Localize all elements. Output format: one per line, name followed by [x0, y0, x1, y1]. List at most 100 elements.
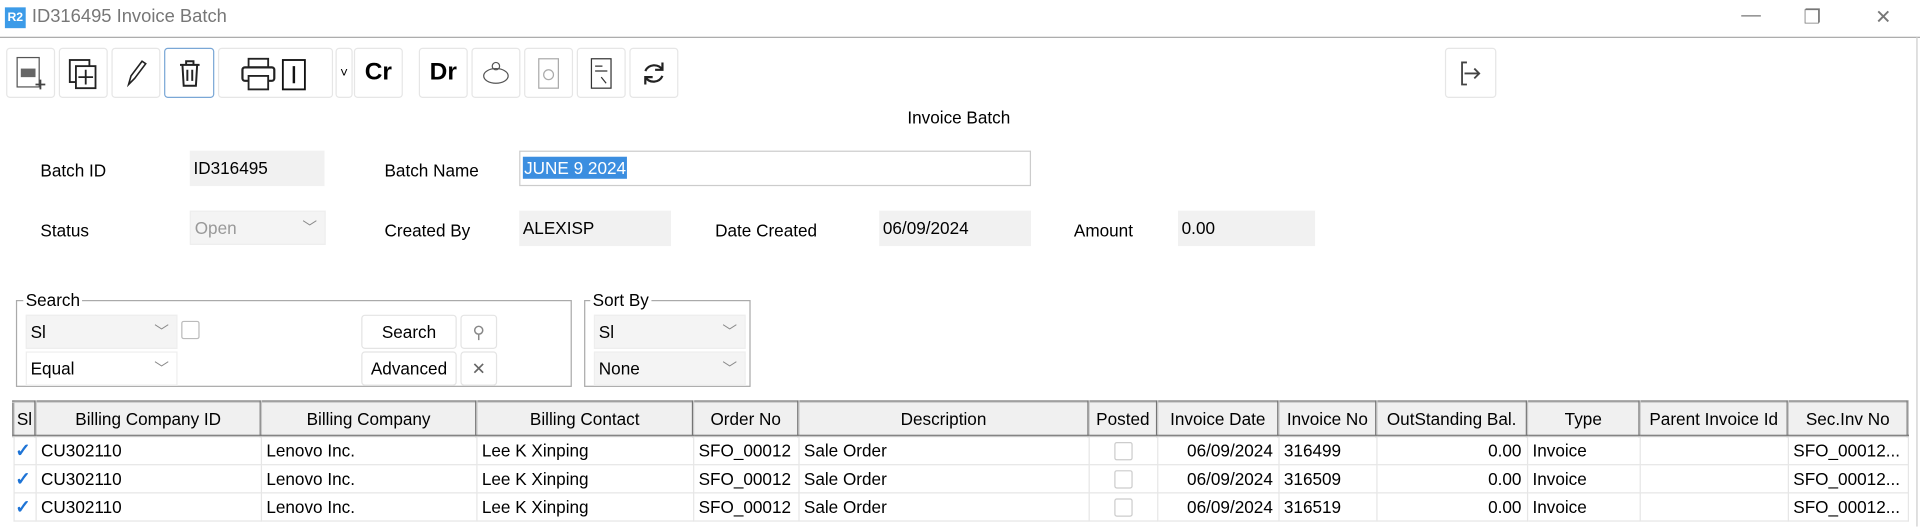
cell-billing-contact: Lee K Xinping	[475, 435, 694, 465]
search-icon-button[interactable]: ⚲	[460, 314, 498, 349]
column-header[interactable]: Billing Contact	[475, 400, 695, 438]
exit-button[interactable]	[1444, 47, 1497, 98]
sort-group	[584, 300, 751, 387]
batch-name-value: JUNE 9 2024	[522, 156, 628, 179]
amount-field: 0.00	[1177, 210, 1316, 247]
sort-field-select[interactable]: Sl ﹀	[593, 314, 746, 349]
column-header[interactable]: Sl	[12, 400, 37, 438]
payment-button[interactable]	[471, 47, 521, 98]
invoice-table: Sl Billing Company ID Billing Company Billi…	[12, 400, 1909, 522]
search-legend: Search	[23, 290, 83, 310]
search-field-select[interactable]: Sl ﹀	[25, 314, 178, 349]
close-button[interactable]: ✕	[1875, 7, 1892, 29]
cell-sec-inv-no: SFO_00012...	[1787, 491, 1909, 522]
clear-search-button[interactable]: ✕	[460, 351, 498, 386]
column-header[interactable]: Type	[1525, 400, 1641, 438]
cell-order-no: SFO_00012	[692, 435, 799, 465]
window-border	[1916, 36, 1918, 527]
status-value: Open	[194, 217, 237, 238]
chevron-down-icon: ﹀	[722, 360, 738, 378]
batch-name-input[interactable]: JUNE 9 2024	[519, 150, 1032, 187]
column-header[interactable]: Sec.Inv No	[1786, 400, 1909, 438]
title-bar: R2 ID316495 Invoice Batch — ❐ ✕	[0, 0, 1920, 38]
search-icon: ⚲	[472, 322, 486, 342]
column-header[interactable]: Posted	[1087, 400, 1159, 438]
document-refresh-icon	[538, 57, 559, 89]
void-button[interactable]	[524, 47, 574, 98]
table-row[interactable]: ✓ CU302110 Lenovo Inc. Lee K Xinping SFO_000…	[12, 463, 1909, 493]
column-header[interactable]: Parent Invoice Id	[1638, 400, 1789, 438]
posted-checkbox[interactable]	[1113, 498, 1133, 517]
sort-field-value: Sl	[598, 322, 615, 342]
cell-sec-inv-no: SFO_00012...	[1787, 435, 1909, 465]
status-select[interactable]: Open ﹀	[189, 210, 326, 245]
advanced-button[interactable]: Advanced	[361, 351, 457, 386]
select-document-button[interactable]	[576, 47, 626, 98]
amount-label: Amount	[1073, 220, 1133, 241]
cell-sec-inv-no: SFO_00012...	[1787, 463, 1909, 493]
cell-invoice-date: 06/09/2024	[1156, 463, 1279, 493]
cell-type: Invoice	[1526, 463, 1641, 493]
exit-icon	[1461, 60, 1481, 85]
column-header[interactable]: Billing Company ID	[34, 400, 263, 438]
cell-outstanding: 0.00	[1375, 463, 1528, 493]
cell-billing-company: Lenovo Inc.	[260, 463, 477, 493]
minimize-button[interactable]: —	[1741, 4, 1761, 26]
sort-order-value: None	[598, 358, 640, 379]
restore-button[interactable]: ❐	[1803, 7, 1822, 29]
cell-invoice-no: 316499	[1277, 435, 1377, 465]
column-header[interactable]: Invoice No	[1277, 400, 1378, 438]
search-button[interactable]: Search	[361, 314, 457, 349]
cell-posted	[1087, 463, 1158, 493]
edit-button[interactable]	[111, 47, 161, 98]
posted-checkbox[interactable]	[1113, 470, 1133, 489]
cell-select: ✓	[12, 491, 37, 522]
column-header[interactable]: Order No	[691, 400, 800, 438]
cell-parent-invoice-id	[1638, 435, 1789, 465]
cell-outstanding: 0.00	[1375, 491, 1528, 522]
app-logo: R2	[4, 7, 26, 29]
print-button[interactable]	[217, 47, 334, 98]
batch-id-field: ID316495	[189, 150, 325, 187]
row-select-checkbox[interactable]: ✓	[15, 440, 31, 462]
search-operator-select[interactable]: Equal ﹀	[25, 351, 178, 386]
debit-button[interactable]: Dr	[418, 47, 468, 98]
column-header[interactable]: Billing Company	[259, 400, 478, 438]
delete-button[interactable]	[164, 47, 215, 98]
batch-name-label: Batch Name	[384, 160, 479, 181]
copy-button[interactable]	[58, 47, 108, 98]
row-select-checkbox[interactable]: ✓	[15, 496, 31, 518]
form-heading: Invoice Batch	[907, 107, 1011, 128]
cell-type: Invoice	[1526, 491, 1641, 522]
column-header[interactable]: OutStanding Bal.	[1375, 400, 1529, 438]
refresh-button[interactable]	[629, 47, 679, 98]
credit-button[interactable]: Cr	[353, 47, 403, 98]
table-row[interactable]: ✓ CU302110 Lenovo Inc. Lee K Xinping SFO_000…	[12, 435, 1909, 465]
cell-invoice-no: 316509	[1277, 463, 1377, 493]
cell-select: ✓	[12, 463, 37, 493]
print-dropdown-button[interactable]: ˅	[335, 47, 353, 98]
column-header[interactable]: Description	[797, 400, 1090, 438]
cell-description: Sale Order	[797, 491, 1090, 522]
search-checkbox[interactable]	[181, 320, 200, 340]
cell-parent-invoice-id	[1638, 463, 1789, 493]
search-field-value: Sl	[30, 322, 46, 342]
sort-order-select[interactable]: None ﹀	[593, 351, 746, 386]
trash-icon	[179, 59, 199, 87]
new-invoice-button[interactable]	[6, 47, 56, 98]
cell-invoice-no: 316519	[1277, 491, 1377, 522]
posted-checkbox[interactable]	[1113, 442, 1133, 461]
cell-parent-invoice-id	[1638, 491, 1789, 522]
cell-billing-contact: Lee K Xinping	[475, 463, 694, 493]
cell-invoice-date: 06/09/2024	[1156, 491, 1279, 522]
cell-type: Invoice	[1526, 435, 1641, 465]
cell-billing-company-id: CU302110	[34, 463, 262, 493]
search-group	[15, 300, 572, 387]
column-header[interactable]: Invoice Date	[1155, 400, 1280, 438]
cell-billing-company-id: CU302110	[34, 435, 262, 465]
row-select-checkbox[interactable]: ✓	[15, 468, 31, 490]
cell-outstanding: 0.00	[1375, 435, 1528, 465]
date-created-label: Date Created	[715, 220, 818, 241]
date-created-field: 06/09/2024	[879, 210, 1032, 247]
table-row[interactable]: ✓ CU302110 Lenovo Inc. Lee K Xinping SFO_000…	[12, 491, 1909, 522]
